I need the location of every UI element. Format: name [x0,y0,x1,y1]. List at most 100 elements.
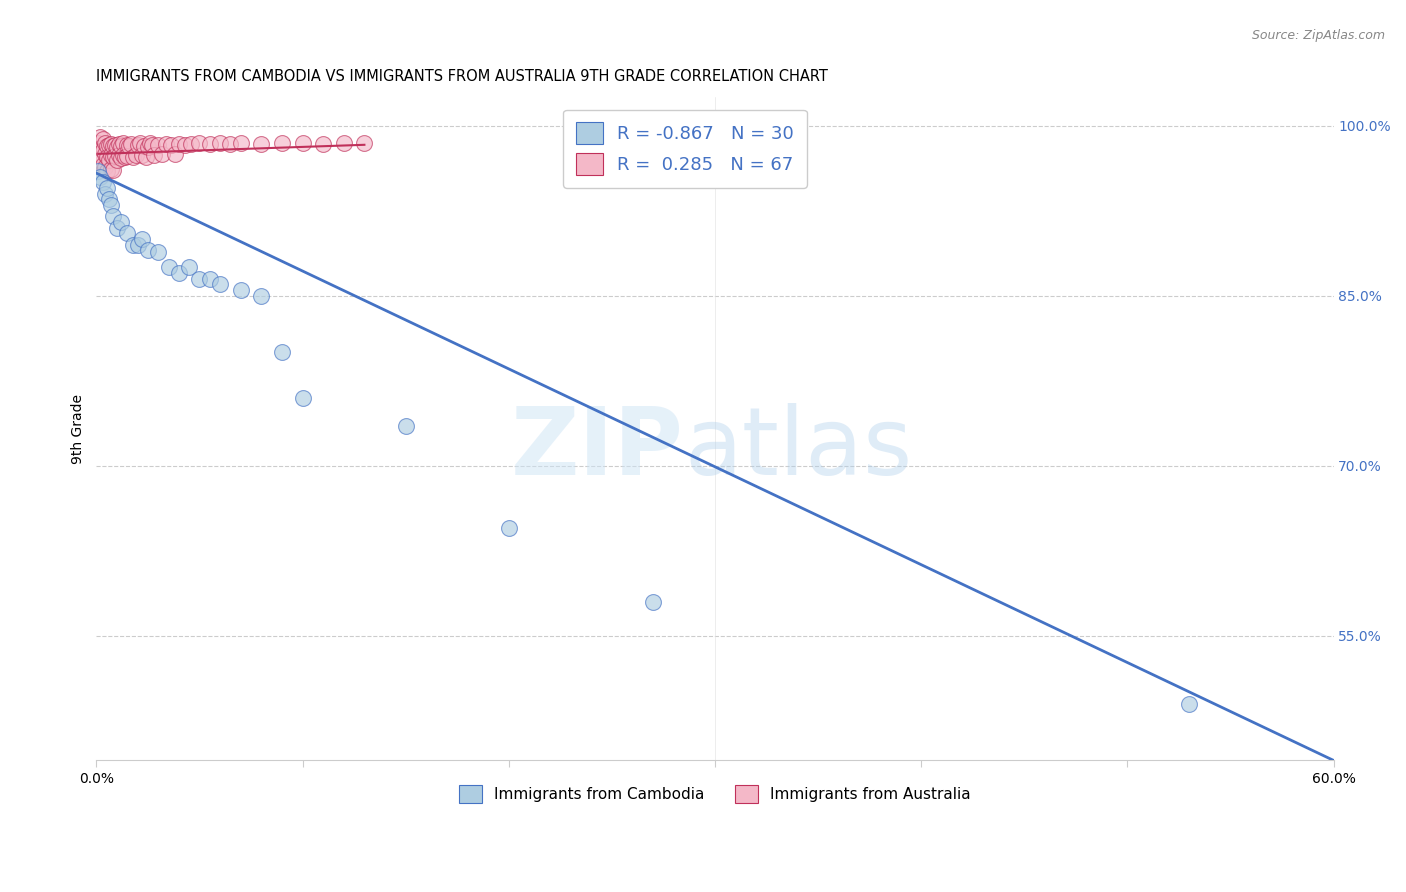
Point [93,147,115,161]
Point [198,271,221,285]
Point [250,136,273,151]
Point [209,136,232,150]
Point [112,136,135,150]
Point [110,215,132,229]
Point [198,136,221,151]
Point [180,136,202,151]
Point [136,244,159,258]
Text: atlas: atlas [683,402,912,495]
Point [128,136,150,150]
Point [104,149,127,163]
Point [122,237,145,252]
Point [101,150,124,164]
Point [117,137,139,152]
Point [122,150,145,164]
Point [96,164,118,178]
Point [271,345,294,359]
Point [101,162,124,177]
Point [148,137,170,152]
Point [96,150,118,164]
Point [1178,697,1201,711]
Point [143,148,166,162]
Point [141,137,163,152]
Point [127,237,149,252]
Point [229,283,252,297]
Point [105,140,128,154]
Point [97,192,120,206]
Point [97,153,120,167]
Point [96,181,118,195]
Point [395,419,418,434]
Point [108,148,131,162]
Y-axis label: 9th Grade: 9th Grade [72,393,86,464]
Point [135,150,157,164]
Point [105,153,128,167]
Point [229,136,252,150]
Point [97,137,120,152]
Point [87,136,110,150]
Point [641,595,664,609]
Point [91,132,114,146]
Point [105,220,128,235]
Point [91,144,114,158]
Point [150,147,173,161]
Point [87,147,110,161]
Point [104,137,127,152]
Point [93,136,115,150]
Point [89,169,111,184]
Point [110,152,132,166]
Point [159,137,181,152]
Point [157,260,180,275]
Point [89,129,111,144]
Point [110,139,132,153]
Point [167,266,190,280]
Point [498,521,520,535]
Point [101,139,124,153]
Point [163,147,186,161]
Point [87,164,110,178]
Point [333,136,356,150]
Point [101,209,124,223]
Point [100,198,122,212]
Point [188,271,211,285]
Point [96,139,118,153]
Point [179,260,201,275]
Point [271,136,294,150]
Text: Source: ZipAtlas.com: Source: ZipAtlas.com [1251,29,1385,42]
Legend: Immigrants from Cambodia, Immigrants from Australia: Immigrants from Cambodia, Immigrants fro… [450,775,980,813]
Point [117,226,139,240]
Point [188,136,211,150]
Point [167,136,190,151]
Text: IMMIGRANTS FROM CAMBODIA VS IMMIGRANTS FROM AUSTRALIA 9TH GRADE CORRELATION CHAR: IMMIGRANTS FROM CAMBODIA VS IMMIGRANTS F… [97,69,828,84]
Point [124,148,146,162]
Point [91,158,114,172]
Point [112,148,135,162]
Point [114,150,136,164]
Text: ZIP: ZIP [512,402,683,495]
Point [100,136,122,151]
Point [93,186,115,201]
Point [91,175,114,189]
Point [100,148,122,162]
Point [89,153,111,167]
Point [93,161,115,175]
Point [291,391,314,405]
Point [353,136,375,150]
Point [136,140,159,154]
Point [131,148,153,162]
Point [118,139,141,153]
Point [219,136,242,151]
Point [108,136,131,151]
Point [120,136,142,151]
Point [127,137,149,152]
Point [148,245,170,260]
Point [117,149,139,163]
Point [250,288,273,302]
Point [89,141,111,155]
Point [312,136,335,151]
Point [139,136,162,150]
Point [131,232,153,246]
Point [291,136,314,150]
Point [132,139,155,153]
Point [100,161,122,176]
